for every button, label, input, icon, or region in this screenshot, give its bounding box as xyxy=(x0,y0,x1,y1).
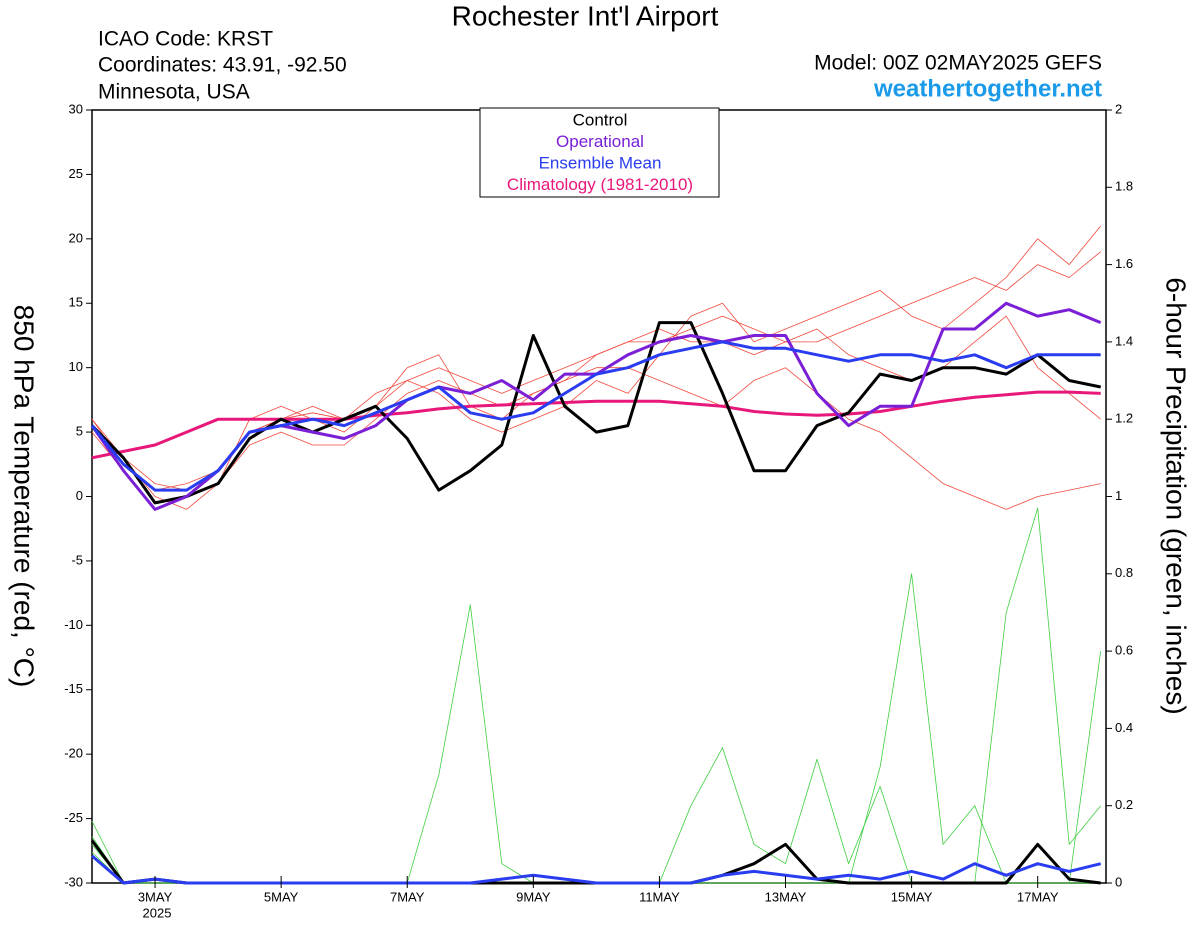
x-tick-label: 5MAY xyxy=(264,889,299,904)
plot-frame xyxy=(91,109,1107,884)
coordinates: Coordinates: 43.91, -92.50 xyxy=(98,54,347,77)
member-line xyxy=(91,367,1101,510)
y-tick-label: 0 xyxy=(76,488,83,503)
y2-tick-label: 0 xyxy=(1115,874,1122,889)
y2-tick-label: 1.2 xyxy=(1115,411,1133,426)
legend-entry: Operational xyxy=(556,132,644,151)
year-label: 2025 xyxy=(143,905,172,920)
model-run: Model: 00Z 02MAY2025 GEFS xyxy=(814,52,1102,75)
location: Minnesota, USA xyxy=(98,81,250,104)
y-tick-label: -15 xyxy=(64,681,83,696)
y2-axis-title: 6-hour Precipitation (green, inches) xyxy=(1161,277,1192,714)
temperature-line xyxy=(90,340,1101,492)
x-tick-label: 9MAY xyxy=(516,889,551,904)
y-tick-label: -30 xyxy=(64,874,83,889)
y-tick-label: 10 xyxy=(69,359,83,374)
y2-tick-label: 0.8 xyxy=(1115,565,1133,580)
y2-tick-label: 1 xyxy=(1115,488,1122,503)
y-tick-label: -5 xyxy=(71,552,83,567)
y-tick-label: -25 xyxy=(64,810,83,825)
y2-tick-label: 0.6 xyxy=(1115,643,1133,658)
x-tick-label: 15MAY xyxy=(891,889,933,904)
y-tick-label: 15 xyxy=(69,295,83,310)
y-tick-label: -20 xyxy=(64,746,83,761)
marks xyxy=(90,225,1102,885)
x-tick-label: 3MAY xyxy=(138,889,173,904)
temperature-line xyxy=(91,390,1101,460)
x-tick-label: 11MAY xyxy=(639,889,680,904)
legend-entry: Climatology (1981-2010) xyxy=(507,175,693,194)
legend-entry: Control xyxy=(573,110,628,129)
y-tick-label: 30 xyxy=(69,101,83,116)
temperature-line xyxy=(90,321,1102,505)
y-tick-label: -10 xyxy=(64,617,83,632)
legend-entry: Ensemble Mean xyxy=(539,153,662,172)
legend: Control Operational Ensemble Mean Climatolo… xyxy=(479,107,720,198)
y-tick-label: 20 xyxy=(69,230,83,245)
y-axis-title: 850 hPa Temperature (red, °C) xyxy=(9,305,40,688)
precip-line xyxy=(91,854,1102,885)
chart-title: Rochester Int'l Airport xyxy=(452,0,719,31)
source: weathertogether.net xyxy=(873,75,1102,102)
legend-box xyxy=(479,107,720,198)
member-line xyxy=(91,225,1102,491)
y2-tick-label: 0.4 xyxy=(1115,720,1133,735)
y-tick-label: 25 xyxy=(69,166,83,181)
y2-tick-label: 1.4 xyxy=(1115,333,1133,348)
y2-tick-label: 1.8 xyxy=(1115,179,1133,194)
x-tick-label: 17MAY xyxy=(1017,889,1059,904)
y2-tick-label: 1.6 xyxy=(1115,256,1133,271)
x-tick-label: 7MAY xyxy=(390,889,425,904)
y2-tick-label: 0.2 xyxy=(1115,797,1133,812)
icao-code: ICAO Code: KRST xyxy=(98,28,273,51)
x-tick-label: 13MAY xyxy=(765,889,807,904)
y-tick-label: 5 xyxy=(76,424,83,439)
y2-tick-label: 2 xyxy=(1115,101,1122,116)
